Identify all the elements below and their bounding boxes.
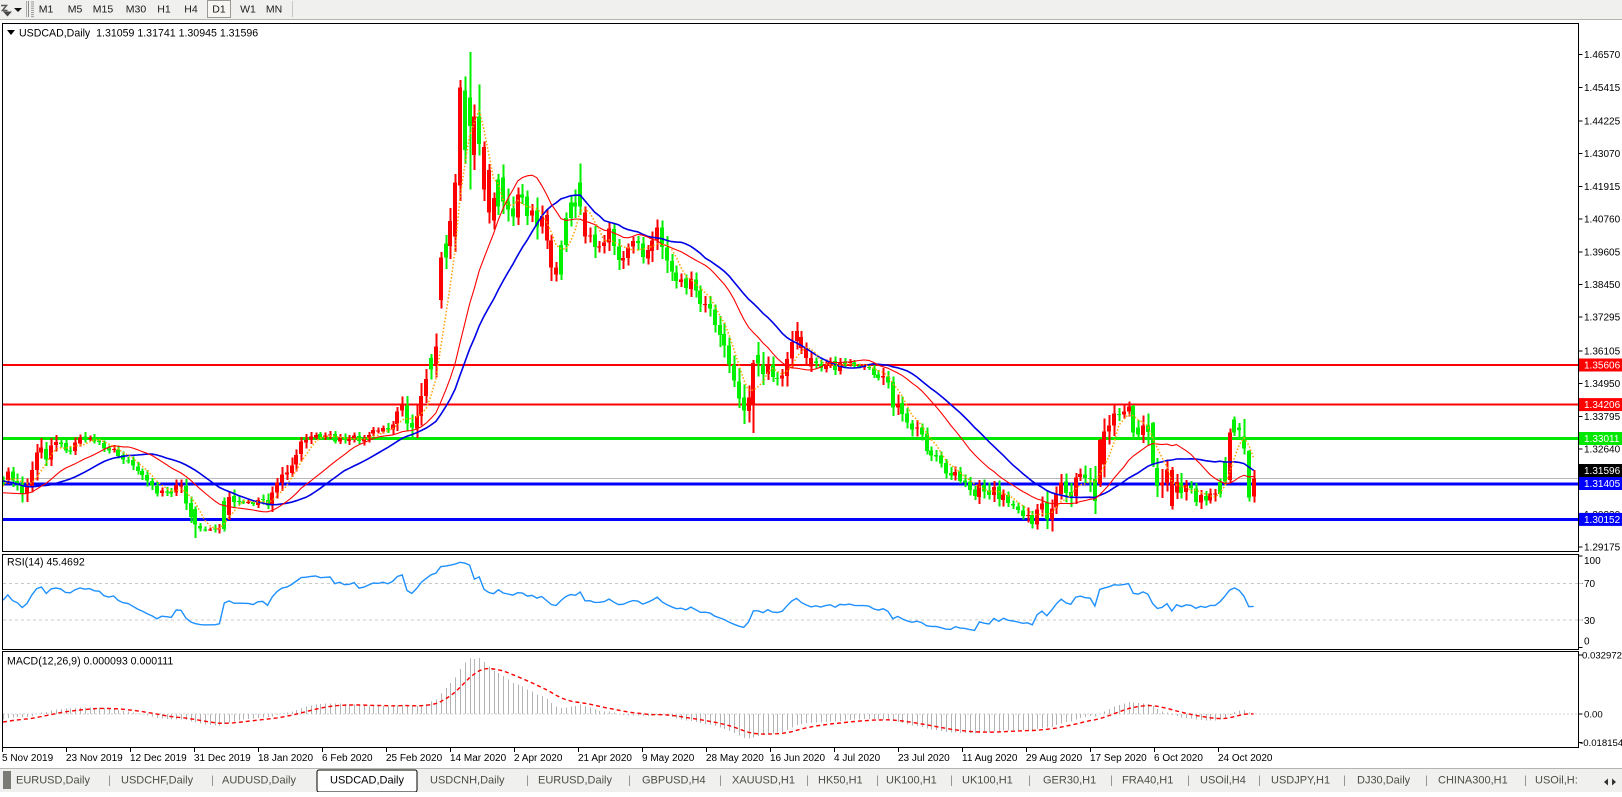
svg-text:DJ30,Daily: DJ30,Daily [1357, 775, 1411, 787]
svg-text:EURUSD,Daily: EURUSD,Daily [16, 775, 90, 787]
svg-text:|: | [628, 775, 631, 787]
svg-text:|: | [1028, 775, 1031, 787]
svg-text:USDCNH,Daily: USDCNH,Daily [430, 775, 505, 787]
svg-text:1.46570: 1.46570 [1584, 50, 1621, 61]
svg-text:M5: M5 [68, 4, 83, 16]
svg-text:CHINA300,H1: CHINA300,H1 [1438, 775, 1508, 787]
svg-text:1.36105: 1.36105 [1584, 346, 1621, 357]
svg-text:23 Nov 2019: 23 Nov 2019 [66, 753, 123, 764]
svg-text:1.35606: 1.35606 [1584, 361, 1621, 372]
svg-text:1.29175: 1.29175 [1584, 543, 1621, 554]
svg-text:|: | [1425, 775, 1428, 787]
svg-text:1.32640: 1.32640 [1584, 445, 1621, 456]
svg-text:31 Dec 2019: 31 Dec 2019 [194, 753, 251, 764]
svg-text:100: 100 [1584, 556, 1601, 567]
svg-text:24 Oct 2020: 24 Oct 2020 [1218, 753, 1273, 764]
svg-text:1.39605: 1.39605 [1584, 247, 1621, 258]
svg-text:USOil,H:: USOil,H: [1535, 775, 1578, 787]
svg-text:MN: MN [266, 4, 282, 16]
svg-text:1.31405: 1.31405 [1584, 479, 1621, 490]
svg-text:5 Nov 2019: 5 Nov 2019 [2, 753, 54, 764]
svg-text:|: | [1524, 775, 1527, 787]
svg-text:23 Jul 2020: 23 Jul 2020 [898, 753, 950, 764]
svg-text:|: | [719, 775, 722, 787]
svg-text:4 Jul 2020: 4 Jul 2020 [834, 753, 881, 764]
svg-text:70: 70 [1584, 579, 1596, 590]
svg-text:USDCHF,Daily: USDCHF,Daily [121, 775, 194, 787]
svg-text:28 May 2020: 28 May 2020 [706, 753, 764, 764]
svg-text:6 Feb 2020: 6 Feb 2020 [322, 753, 373, 764]
svg-text:GER30,H1: GER30,H1 [1043, 775, 1096, 787]
svg-text:|: | [1187, 775, 1190, 787]
svg-text:|: | [876, 775, 879, 787]
svg-text:XAUUSD,H1: XAUUSD,H1 [732, 775, 795, 787]
svg-text:|: | [108, 775, 111, 787]
svg-text:EURUSD,Daily: EURUSD,Daily [538, 775, 612, 787]
svg-text:|: | [1258, 775, 1261, 787]
svg-text:W1: W1 [240, 4, 256, 16]
svg-text:|: | [806, 775, 809, 787]
svg-text:|: | [526, 775, 529, 787]
svg-text:1.33011: 1.33011 [1584, 434, 1620, 445]
svg-text:1.43070: 1.43070 [1584, 149, 1621, 160]
svg-text:1.31596: 1.31596 [1584, 466, 1621, 477]
svg-text:25 Feb 2020: 25 Feb 2020 [386, 753, 443, 764]
svg-text:USDCAD,Daily: USDCAD,Daily [330, 775, 404, 787]
svg-text:1.33795: 1.33795 [1584, 412, 1621, 423]
svg-text:18 Jan 2020: 18 Jan 2020 [258, 753, 313, 764]
svg-text:1.38450: 1.38450 [1584, 280, 1621, 291]
svg-text:UK100,H1: UK100,H1 [886, 775, 937, 787]
svg-text:MACD(12,26,9) 0.000093 0.00011: MACD(12,26,9) 0.000093 0.000111 [7, 656, 173, 668]
svg-text:UK100,H1: UK100,H1 [962, 775, 1013, 787]
svg-text:16 Jun 2020: 16 Jun 2020 [770, 753, 825, 764]
svg-text:1.34206: 1.34206 [1584, 400, 1621, 411]
svg-text:USDJPY,H1: USDJPY,H1 [1271, 775, 1330, 787]
svg-text:12 Dec 2019: 12 Dec 2019 [130, 753, 187, 764]
svg-text:1.30152: 1.30152 [1584, 515, 1621, 526]
svg-text:D1: D1 [212, 4, 226, 16]
svg-text:1.37295: 1.37295 [1584, 313, 1621, 324]
svg-text:11 Aug 2020: 11 Aug 2020 [962, 753, 1018, 764]
svg-text:1.44225: 1.44225 [1584, 117, 1621, 128]
svg-text:M1: M1 [39, 4, 54, 16]
svg-text:30: 30 [1584, 616, 1596, 627]
svg-text:0.00: 0.00 [1584, 710, 1603, 721]
svg-text:0: 0 [1584, 637, 1590, 648]
svg-text:14 Mar 2020: 14 Mar 2020 [450, 753, 507, 764]
svg-text:M30: M30 [126, 4, 147, 16]
svg-text:USDCAD,Daily 1.31059 1.31741: USDCAD,Daily 1.31059 1.31741 1.30945 1.3… [19, 28, 258, 40]
svg-text:2 Apr 2020: 2 Apr 2020 [514, 753, 563, 764]
svg-text:29 Aug 2020: 29 Aug 2020 [1026, 753, 1083, 764]
svg-text:H4: H4 [184, 4, 198, 16]
svg-text:1.40760: 1.40760 [1584, 215, 1621, 226]
svg-text:|: | [1343, 775, 1346, 787]
svg-text:1.41915: 1.41915 [1584, 182, 1621, 193]
svg-text:9 May 2020: 9 May 2020 [642, 753, 695, 764]
svg-text:1.34950: 1.34950 [1584, 379, 1621, 390]
svg-text:-0.018154: -0.018154 [1580, 738, 1622, 749]
svg-text:|: | [950, 775, 953, 787]
svg-text:|: | [211, 775, 214, 787]
svg-text:GBPUSD,H4: GBPUSD,H4 [642, 775, 706, 787]
svg-text:AUDUSD,Daily: AUDUSD,Daily [222, 775, 296, 787]
svg-text:FRA40,H1: FRA40,H1 [1122, 775, 1173, 787]
svg-text:1.45415: 1.45415 [1584, 83, 1621, 94]
svg-text:RSI(14) 45.4692: RSI(14) 45.4692 [7, 557, 85, 569]
svg-text:0.032972: 0.032972 [1582, 651, 1622, 662]
svg-text:6 Oct 2020: 6 Oct 2020 [1154, 753, 1203, 764]
svg-text:17 Sep 2020: 17 Sep 2020 [1090, 753, 1147, 764]
svg-text:M15: M15 [93, 4, 114, 16]
svg-text:H1: H1 [157, 4, 171, 16]
svg-text:HK50,H1: HK50,H1 [818, 775, 863, 787]
svg-text:21 Apr 2020: 21 Apr 2020 [578, 753, 632, 764]
svg-text:|: | [1110, 775, 1113, 787]
svg-text:USOil,H4: USOil,H4 [1200, 775, 1246, 787]
